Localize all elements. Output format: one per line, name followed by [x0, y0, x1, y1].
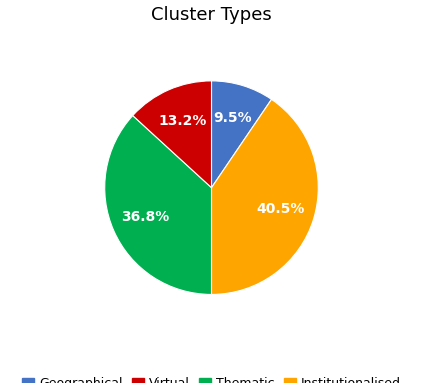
Wedge shape [212, 81, 272, 188]
Wedge shape [212, 99, 318, 295]
Legend: Geographical, Virtual, Thematic, Institutionalised: Geographical, Virtual, Thematic, Institu… [17, 372, 406, 383]
Wedge shape [133, 81, 212, 188]
Text: 9.5%: 9.5% [214, 111, 252, 125]
Wedge shape [105, 116, 212, 295]
Text: 40.5%: 40.5% [257, 202, 305, 216]
Text: 36.8%: 36.8% [121, 210, 169, 224]
Text: 13.2%: 13.2% [158, 114, 206, 128]
Title: Cluster Types: Cluster Types [151, 5, 272, 23]
